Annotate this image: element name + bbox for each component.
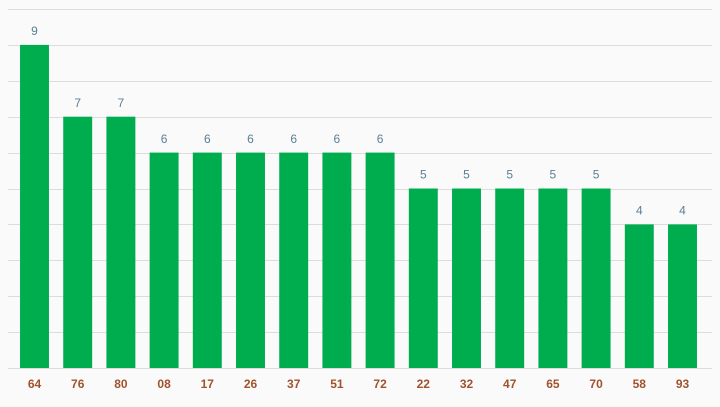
value-label: 7 — [118, 96, 125, 110]
bar — [149, 152, 179, 368]
x-tick-label: 08 — [157, 377, 171, 391]
bar — [624, 224, 654, 368]
value-label: 4 — [679, 204, 686, 218]
x-tick-label: 65 — [546, 377, 560, 391]
value-label: 7 — [74, 96, 81, 110]
bar — [236, 152, 265, 368]
x-tick-label: 37 — [287, 377, 301, 391]
value-label: 5 — [550, 168, 557, 182]
x-tick-label: 64 — [28, 377, 42, 391]
bar — [668, 224, 697, 368]
bar — [365, 152, 395, 368]
x-tick-label: 17 — [201, 377, 215, 391]
bar — [581, 188, 611, 368]
x-tick-label: 26 — [244, 377, 258, 391]
value-label: 4 — [636, 204, 643, 218]
value-label: 5 — [463, 168, 470, 182]
x-tick-label: 22 — [417, 377, 431, 391]
x-tick-label: 51 — [330, 377, 344, 391]
bar — [408, 188, 438, 368]
bar — [192, 152, 222, 368]
x-tick-label: 93 — [676, 377, 690, 391]
value-label: 5 — [506, 168, 513, 182]
x-tick-label: 32 — [460, 377, 474, 391]
value-label: 9 — [31, 24, 38, 38]
bar — [279, 152, 309, 368]
value-label: 6 — [377, 132, 384, 146]
bar — [20, 44, 49, 369]
bar — [63, 116, 93, 368]
value-label: 6 — [161, 132, 168, 146]
value-label: 5 — [420, 168, 427, 182]
x-tick-label: 72 — [373, 377, 387, 391]
value-label: 6 — [290, 132, 297, 146]
bar — [538, 188, 568, 368]
value-label: 6 — [247, 132, 254, 146]
value-label: 6 — [334, 132, 341, 146]
x-tick-label: 58 — [633, 377, 647, 391]
bar — [322, 152, 352, 368]
x-tick-label: 76 — [71, 377, 85, 391]
x-tick-label: 80 — [114, 377, 128, 391]
value-label: 6 — [204, 132, 211, 146]
bar — [452, 188, 481, 368]
value-label: 5 — [593, 168, 600, 182]
bar — [495, 188, 525, 368]
bar — [106, 116, 136, 368]
x-tick-label: 70 — [589, 377, 603, 391]
x-tick-label: 47 — [503, 377, 517, 391]
